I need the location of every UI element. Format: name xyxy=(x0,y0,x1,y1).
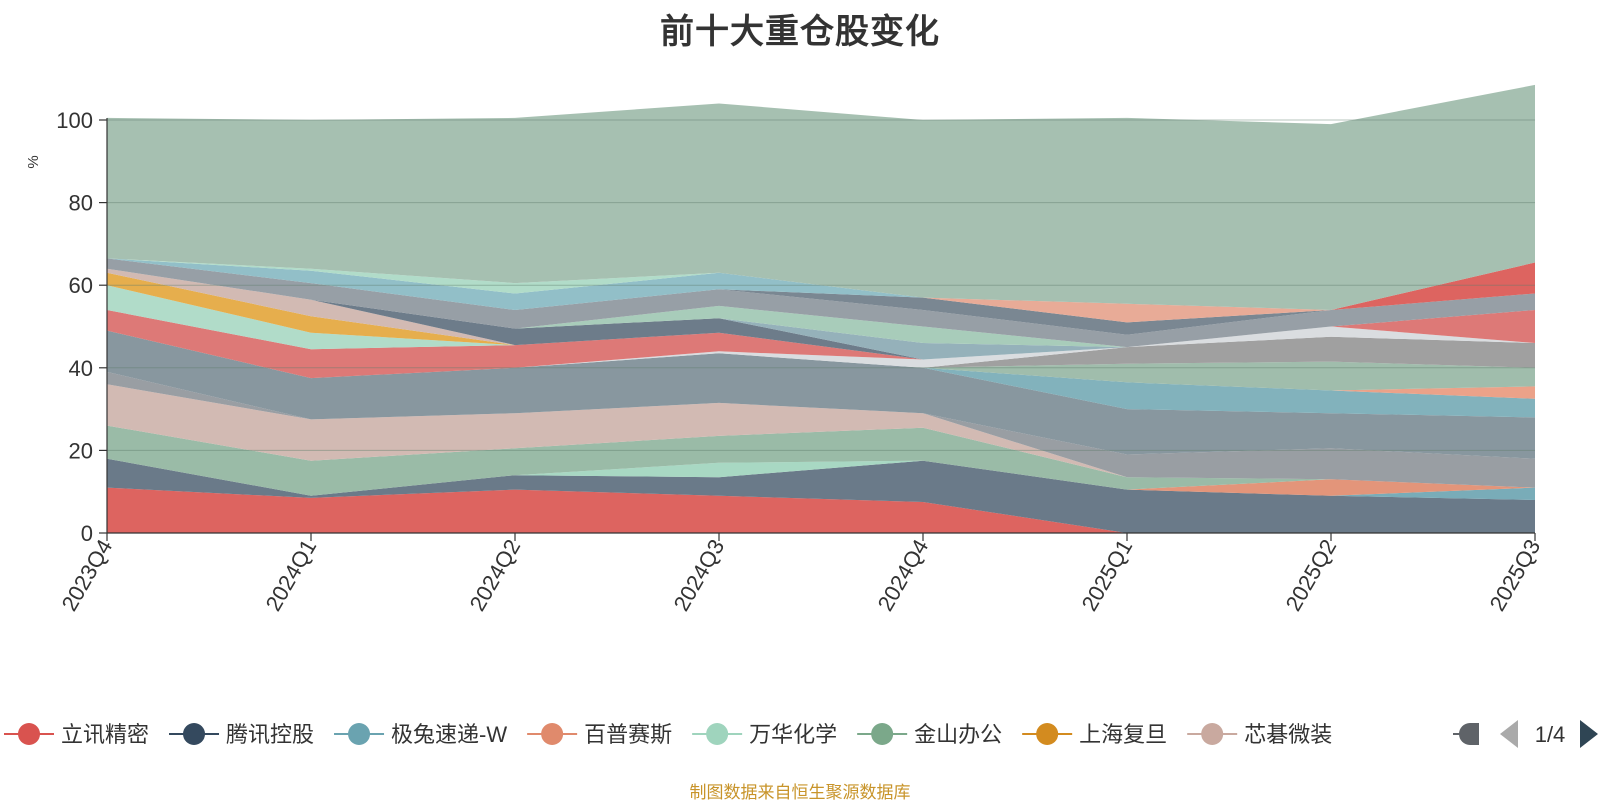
legend-next-page-icon[interactable] xyxy=(1580,720,1598,748)
x-tick-label: 2024Q4 xyxy=(873,535,934,615)
area-series-22 xyxy=(107,258,1535,348)
legend-label: 芯碁微装 xyxy=(1244,722,1332,747)
area-series-3 xyxy=(107,458,1535,496)
area-series-14 xyxy=(107,326,1535,379)
legend-page-indicator: 1/4 xyxy=(1535,722,1566,747)
area-series-24 xyxy=(107,258,1535,323)
legend-item[interactable]: 万华化学 xyxy=(692,722,837,747)
legend-marker xyxy=(183,723,206,745)
area-series-19 xyxy=(107,268,1535,360)
legend-label: 极兔速递-W xyxy=(391,722,507,747)
y-tick-label: 80 xyxy=(69,191,93,216)
legend-label: 腾讯控股 xyxy=(226,722,314,747)
legend-item[interactable]: 上海复旦 xyxy=(1022,722,1167,747)
area-series-25 xyxy=(107,258,1535,310)
legend-marker xyxy=(348,723,371,745)
x-tick-label: 2024Q2 xyxy=(465,535,526,615)
legend-label: 百普赛斯 xyxy=(584,722,672,747)
legend-label: 立讯精密 xyxy=(61,722,149,747)
data-source-note: 制图数据来自恒生聚源数据库 xyxy=(689,783,911,802)
legend-item[interactable]: 百普赛斯 xyxy=(527,722,672,747)
legend-prev-page-icon[interactable] xyxy=(1500,720,1518,748)
legend-label: 金山办公 xyxy=(914,722,1002,747)
area-series-8 xyxy=(107,371,1535,488)
area-series-9 xyxy=(107,330,1535,459)
y-tick-label: 0 xyxy=(81,521,93,546)
area-series-1 xyxy=(107,458,1535,533)
legend-marker xyxy=(1201,723,1224,745)
legend-marker xyxy=(541,723,564,745)
legend-item[interactable]: 腾讯控股 xyxy=(169,722,314,747)
x-tick-label: 2023Q4 xyxy=(57,535,118,615)
legend-label: 万华化学 xyxy=(749,722,837,747)
area-series-5 xyxy=(107,425,1535,496)
chart-title: 前十大重仓股变化 xyxy=(660,13,940,51)
legend-item-partial xyxy=(1453,723,1479,745)
area-series-10 xyxy=(107,330,1535,418)
area-series-28 xyxy=(107,84,1535,311)
legend-marker xyxy=(706,723,729,745)
legend-item[interactable]: 金山办公 xyxy=(857,722,1002,747)
area-series-4 xyxy=(107,458,1535,496)
y-tick-label: 100 xyxy=(56,108,93,133)
legend-marker xyxy=(1036,723,1059,745)
x-tick-label: 2025Q1 xyxy=(1077,535,1138,615)
area-series-7 xyxy=(107,384,1535,488)
legend-item[interactable]: 立讯精密 xyxy=(4,722,149,747)
area-series-23 xyxy=(107,258,1535,335)
legend-item[interactable]: 极兔速递-W xyxy=(334,722,507,747)
y-tick-label: 20 xyxy=(69,438,93,463)
x-tick-label: 2024Q1 xyxy=(261,535,322,615)
y-tick-label: 40 xyxy=(69,356,93,381)
legend-item[interactable]: 芯碁微装 xyxy=(1187,722,1332,747)
area-series-26 xyxy=(107,258,1535,310)
area-series-15 xyxy=(107,310,1535,379)
area-series-11 xyxy=(107,330,1535,399)
legend-label: 上海复旦 xyxy=(1079,722,1167,747)
area-series-12 xyxy=(107,330,1535,391)
legend-marker xyxy=(871,723,894,745)
x-tick-label: 2025Q2 xyxy=(1281,535,1342,615)
y-axis-unit-label: % xyxy=(25,155,42,168)
area-series-2 xyxy=(107,458,1535,500)
x-tick-label: 2025Q3 xyxy=(1485,535,1546,615)
legend-marker xyxy=(1459,723,1479,745)
y-tick-label: 60 xyxy=(69,273,93,298)
x-tick-label: 2024Q3 xyxy=(669,535,730,615)
area-series-13 xyxy=(107,330,1535,379)
area-series-0 xyxy=(107,487,1535,533)
area-layers xyxy=(107,84,1535,533)
area-series-18 xyxy=(107,268,1535,360)
legend-marker xyxy=(18,723,40,745)
legend: 立讯精密 腾讯控股 极兔速递-W 百普赛斯 万华化学 金山办公 上海复旦 芯碁微装 1/4 xyxy=(4,720,1598,748)
